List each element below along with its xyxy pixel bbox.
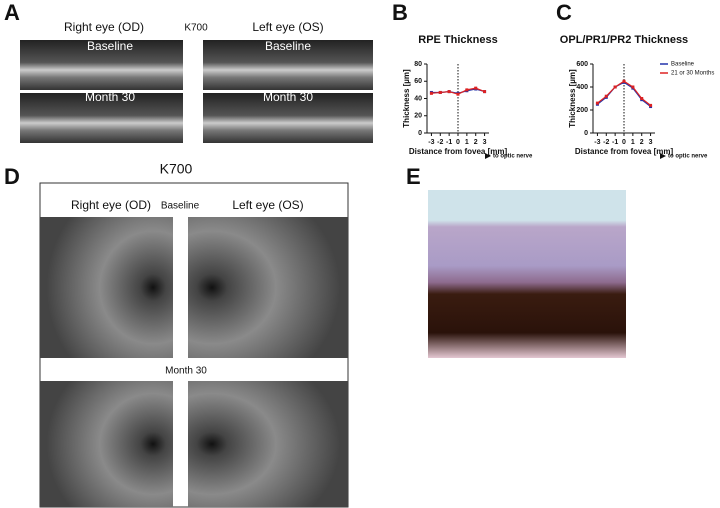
x-tick-label: -1 (446, 139, 452, 146)
column-title: Left eye (OS) (252, 20, 323, 34)
y-tick-label: 60 (414, 78, 422, 85)
image-label: Month 30 (85, 90, 135, 104)
data-point (604, 94, 608, 98)
x-tick-label: -3 (428, 139, 434, 146)
x-tick-label: 0 (456, 139, 460, 146)
y-tick-label: 200 (576, 107, 588, 114)
x-tick-label: 2 (640, 139, 644, 146)
fundus-image (40, 217, 173, 358)
chart-title: RPE Thickness (418, 34, 497, 46)
data-point (640, 97, 644, 100)
image-label: Baseline (87, 39, 133, 53)
arrow-icon (485, 153, 491, 159)
y-tick-label: 0 (418, 130, 422, 137)
y-axis-label: Thickness [µm] (402, 69, 411, 128)
histology-image (428, 190, 626, 358)
data-point (474, 86, 478, 90)
legend-label: Baseline (671, 62, 695, 68)
y-tick-label: 20 (414, 113, 422, 120)
data-point (613, 85, 617, 89)
data-point (438, 90, 442, 94)
row-title: Month 30 (165, 366, 207, 377)
arrow-icon (660, 153, 666, 159)
image-label: Baseline (265, 39, 311, 53)
x-axis-label: Distance from fovea [mm] (575, 147, 674, 156)
data-point (649, 103, 653, 107)
legend-label: 21 or 30 Months (671, 71, 714, 77)
x-tick-label: 0 (622, 139, 626, 146)
panel-title: K700 (160, 161, 193, 177)
panel-label: D (4, 164, 20, 189)
oct-image (20, 93, 183, 143)
oct-image (20, 40, 183, 90)
annotation: to optic nerve (668, 154, 708, 160)
y-tick-label: 0 (584, 130, 588, 137)
x-tick-label: 3 (649, 139, 653, 146)
series-line (597, 80, 651, 106)
data-point (622, 79, 626, 83)
data-point (465, 88, 469, 92)
image-label: Month 30 (263, 90, 313, 104)
oct-image (203, 93, 373, 143)
panel-label: C (556, 0, 572, 25)
x-tick-label: -2 (603, 139, 609, 146)
y-tick-label: 400 (576, 84, 588, 91)
chart-title: OPL/PR1/PR2 Thickness (560, 34, 688, 46)
x-tick-label: 1 (631, 139, 635, 146)
column-title: K700 (184, 23, 208, 34)
data-point (595, 101, 599, 105)
data-point (483, 90, 487, 94)
x-tick-label: -1 (612, 139, 618, 146)
panel-label: E (406, 164, 421, 189)
fundus-image (40, 381, 173, 507)
x-tick-label: 2 (474, 139, 478, 146)
oct-image (203, 40, 373, 90)
panel-label: A (4, 0, 20, 25)
fundus-image (188, 381, 348, 507)
panel-label: B (392, 0, 408, 25)
y-axis-label: Thickness [µm] (568, 69, 577, 128)
y-tick-label: 600 (576, 61, 588, 68)
x-tick-label: -3 (594, 139, 600, 146)
x-tick-label: 3 (483, 139, 487, 146)
data-point (456, 92, 460, 96)
data-point (447, 90, 451, 94)
column-title: Left eye (OS) (232, 198, 303, 212)
fundus-image (188, 217, 348, 358)
annotation: to optic nerve (493, 154, 533, 160)
column-title: Right eye (OD) (64, 20, 144, 34)
x-axis-label: Distance from fovea [mm] (409, 147, 508, 156)
x-tick-label: -2 (437, 139, 443, 146)
y-tick-label: 40 (414, 95, 422, 102)
data-point (429, 91, 433, 95)
y-tick-label: 80 (414, 61, 422, 68)
data-point (631, 85, 635, 89)
column-title: Right eye (OD) (71, 198, 151, 212)
column-title: Baseline (161, 201, 200, 212)
x-tick-label: 1 (465, 139, 469, 146)
